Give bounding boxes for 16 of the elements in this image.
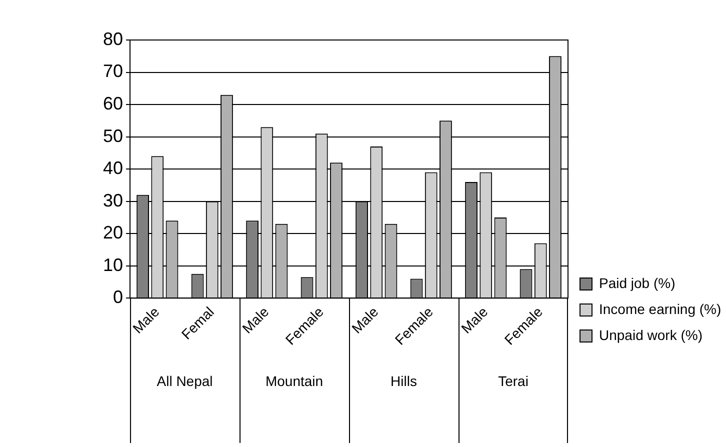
text: Hills bbox=[390, 373, 417, 390]
legend-label: Unpaid work (%) bbox=[599, 326, 702, 343]
y-tick-label: 10 bbox=[102, 254, 124, 275]
text: Mountain bbox=[265, 373, 324, 390]
y-tick-label: 0 bbox=[113, 287, 124, 308]
y-tick-label: 30 bbox=[102, 190, 124, 210]
y-tick-label: 40 bbox=[102, 158, 124, 178]
text: Terai bbox=[498, 373, 528, 390]
y-tick-label: 80 bbox=[102, 28, 124, 49]
y-tick-label: 20 bbox=[102, 222, 124, 243]
legend-label: Income earning (%) bbox=[599, 300, 722, 317]
y-tick-label: 50 bbox=[102, 126, 124, 146]
text: All Nepal bbox=[156, 373, 213, 390]
y-tick-label: 60 bbox=[102, 93, 124, 114]
legend-label: Paid job (%) bbox=[599, 274, 676, 291]
y-tick-label: 70 bbox=[102, 61, 124, 82]
